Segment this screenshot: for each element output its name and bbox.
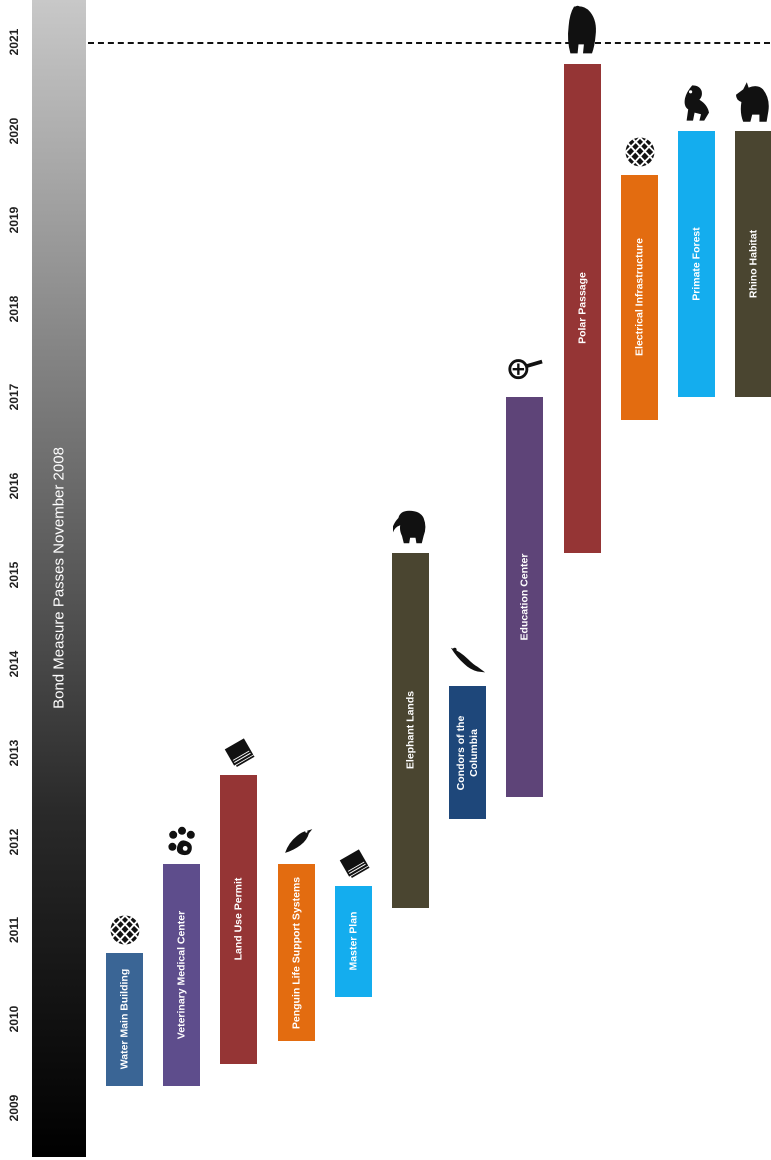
project-bar-veterinary-medical-center: Veterinary Medical Center (163, 864, 200, 1086)
bear-icon (565, 2, 601, 63)
year-tick-label: 2021 (7, 29, 21, 56)
year-tick-label: 2015 (7, 562, 21, 589)
project-bar-condors-of-the-columbia: Condors of the Columbia (449, 686, 486, 819)
condor-icon (449, 642, 487, 685)
project-label: Veterinary Medical Center (175, 870, 188, 1080)
project-bar-elephant-lands: Elephant Lands (392, 553, 429, 908)
year-tick-label: 2012 (7, 828, 21, 855)
project-label: Polar Passage (576, 70, 589, 547)
project-label: Electrical Infrastructure (633, 181, 646, 413)
year-tick-label: 2014 (7, 650, 21, 677)
project-bar-penguin-life-support-systems: Penguin Life Support Systems (278, 864, 315, 1042)
project-bar-education-center: Education Center (506, 397, 543, 797)
project-bar-water-main-building: Water Main Building (106, 953, 143, 1086)
penguin-icon (280, 824, 314, 863)
project-bar-primate-forest: Primate Forest (678, 131, 715, 398)
globe-icon (108, 913, 142, 952)
band-label: Bond Measure Passes November 2008 (51, 447, 68, 709)
project-bar-rhino-habitat: Rhino Habitat (735, 131, 771, 398)
project-bar-electrical-infrastructure: Electrical Infrastructure (621, 175, 658, 419)
project-bar-land-use-permit: Land Use Permit (220, 775, 257, 1064)
year-tick-label: 2020 (7, 117, 21, 144)
primate-icon (681, 81, 713, 130)
project-label: Condors of the Columbia (454, 692, 480, 813)
project-label: Water Main Building (118, 959, 131, 1080)
year-tick-label: 2019 (7, 206, 21, 233)
year-tick-label: 2017 (7, 384, 21, 411)
paw-icon (166, 826, 198, 863)
project-label: Primate Forest (690, 137, 703, 392)
project-label: Penguin Life Support Systems (290, 870, 303, 1036)
project-label: Land Use Permit (232, 781, 245, 1058)
year-tick-label: 2016 (7, 473, 21, 500)
year-tick-label: 2018 (7, 295, 21, 322)
book-icon (337, 846, 371, 885)
year-tick-label: 2011 (7, 917, 21, 943)
project-bar-polar-passage: Polar Passage (564, 64, 601, 553)
rhino-icon (736, 79, 771, 130)
project-label: Rhino Habitat (747, 137, 760, 392)
elephant-icon (393, 507, 429, 552)
book-icon (222, 735, 256, 774)
year-tick-label: 2013 (7, 739, 21, 766)
globe-icon (623, 135, 657, 174)
project-label: Education Center (518, 403, 531, 791)
year-tick-label: 2010 (7, 1006, 21, 1033)
reference-line-2021 (88, 42, 770, 44)
project-label: Elephant Lands (404, 559, 417, 902)
year-tick-label: 2009 (7, 1095, 21, 1122)
project-bar-master-plan: Master Plan (335, 886, 372, 997)
magnifier-icon (506, 353, 544, 396)
project-label: Master Plan (347, 892, 360, 991)
